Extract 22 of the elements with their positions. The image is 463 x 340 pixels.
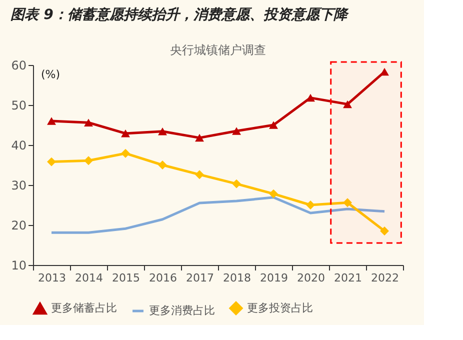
y-tick-label: 20 — [11, 218, 26, 232]
y-axis-title: (%) — [41, 68, 60, 81]
x-tick-label: 2022 — [371, 272, 399, 284]
y-tick-label: 60 — [11, 58, 26, 72]
x-tick-label: 2017 — [186, 272, 214, 284]
x-tick-label: 2014 — [75, 272, 103, 284]
legend-label: 更多投资占比 — [247, 301, 313, 314]
x-tick-label: 2013 — [38, 272, 66, 284]
chart-title: 图表 9：储蓄意愿持续抬升，消费意愿、投资意愿下降 — [10, 6, 350, 23]
legend-label: 更多消费占比 — [149, 304, 215, 317]
y-tick-label: 50 — [11, 98, 26, 112]
y-tick-label: 10 — [11, 258, 26, 272]
x-tick-label: 2020 — [297, 272, 325, 284]
y-tick-label: 40 — [11, 138, 26, 152]
x-tick-label: 2019 — [260, 272, 288, 284]
x-tick-label: 2016 — [149, 272, 177, 284]
x-tick-label: 2015 — [112, 272, 140, 284]
x-tick-label: 2021 — [334, 272, 362, 284]
chart-subtitle: 央行城镇储户调查 — [170, 43, 266, 57]
legend-label: 更多储蓄占比 — [51, 302, 117, 315]
x-tick-label: 2018 — [223, 272, 251, 284]
y-tick-label: 30 — [11, 178, 26, 192]
